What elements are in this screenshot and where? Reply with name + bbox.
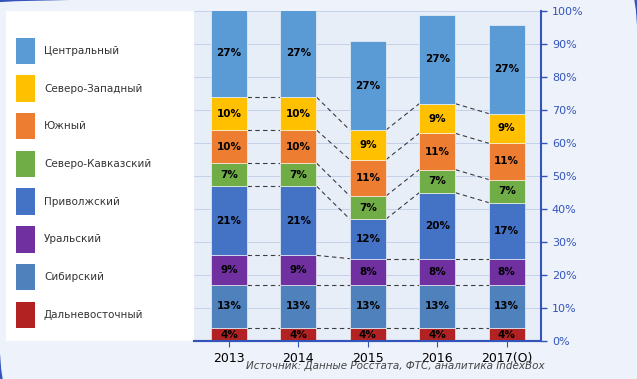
Text: 11%: 11%	[425, 147, 450, 157]
Text: 4%: 4%	[289, 329, 308, 340]
Bar	[350, 160, 386, 196]
Text: 13%: 13%	[355, 301, 380, 312]
Text: Южный: Южный	[44, 121, 87, 131]
Bar	[211, 97, 247, 130]
Bar	[419, 170, 455, 193]
Bar	[489, 143, 525, 180]
Text: Северо-Западный: Северо-Западный	[44, 84, 142, 94]
Text: 13%: 13%	[217, 301, 241, 312]
FancyBboxPatch shape	[16, 113, 34, 139]
Bar	[350, 328, 386, 341]
Text: Северо-Кавказский: Северо-Кавказский	[44, 159, 151, 169]
Bar	[350, 196, 386, 219]
Text: 11%: 11%	[355, 173, 380, 183]
Text: 9%: 9%	[429, 114, 446, 124]
Text: 9%: 9%	[290, 265, 307, 275]
Bar	[419, 285, 455, 328]
Text: 27%: 27%	[217, 48, 241, 58]
Bar	[350, 258, 386, 285]
Bar	[280, 186, 317, 255]
Text: 8%: 8%	[359, 267, 376, 277]
FancyBboxPatch shape	[16, 264, 34, 290]
Text: 9%: 9%	[220, 265, 238, 275]
Bar	[489, 114, 525, 143]
Text: 13%: 13%	[286, 301, 311, 312]
Text: 12%: 12%	[355, 234, 380, 244]
Text: 13%: 13%	[425, 301, 450, 312]
Bar	[419, 15, 455, 104]
Bar	[211, 186, 247, 255]
Text: 21%: 21%	[286, 216, 311, 226]
Text: Источник: Данные Росстата, ФТС, аналитика IndexBox: Источник: Данные Росстата, ФТС, аналитик…	[246, 362, 544, 371]
Text: 11%: 11%	[494, 157, 519, 166]
Text: 21%: 21%	[217, 216, 241, 226]
Bar	[211, 163, 247, 186]
Bar	[419, 328, 455, 341]
Text: 20%: 20%	[425, 221, 450, 231]
Bar	[350, 130, 386, 160]
Text: 7%: 7%	[289, 169, 308, 180]
Text: 27%: 27%	[494, 64, 519, 74]
Text: 10%: 10%	[286, 109, 311, 119]
Bar	[350, 285, 386, 328]
Text: Дальневосточный: Дальневосточный	[44, 310, 143, 320]
Bar	[419, 193, 455, 258]
Bar	[489, 328, 525, 341]
Text: 7%: 7%	[497, 186, 516, 196]
Bar	[280, 328, 317, 341]
Text: 7%: 7%	[220, 169, 238, 180]
Bar	[489, 285, 525, 328]
Bar	[211, 130, 247, 163]
Bar	[280, 163, 317, 186]
Text: 17%: 17%	[494, 226, 519, 236]
Text: 4%: 4%	[497, 329, 516, 340]
Bar	[211, 255, 247, 285]
Bar	[211, 8, 247, 97]
Bar	[280, 8, 317, 97]
Text: 4%: 4%	[428, 329, 447, 340]
FancyBboxPatch shape	[16, 188, 34, 215]
Bar	[280, 255, 317, 285]
Text: 10%: 10%	[217, 109, 241, 119]
FancyBboxPatch shape	[16, 151, 34, 177]
Text: Приволжский: Приволжский	[44, 197, 120, 207]
Bar	[280, 97, 317, 130]
Bar	[489, 258, 525, 285]
Text: 4%: 4%	[220, 329, 238, 340]
Text: 8%: 8%	[429, 267, 446, 277]
Bar	[211, 285, 247, 328]
Bar	[419, 104, 455, 133]
Text: 10%: 10%	[286, 142, 311, 152]
FancyBboxPatch shape	[16, 75, 34, 102]
Text: Уральский: Уральский	[44, 234, 102, 244]
FancyBboxPatch shape	[16, 302, 34, 328]
FancyBboxPatch shape	[16, 38, 34, 64]
Text: 27%: 27%	[355, 81, 380, 91]
Bar	[211, 328, 247, 341]
Text: 9%: 9%	[498, 124, 515, 133]
Text: 27%: 27%	[286, 48, 311, 58]
Text: Сибирский: Сибирский	[44, 272, 104, 282]
Bar	[350, 41, 386, 130]
Text: Центральный: Центральный	[44, 46, 119, 56]
Text: 8%: 8%	[498, 267, 515, 277]
Text: 7%: 7%	[428, 176, 447, 186]
Bar	[489, 180, 525, 203]
Bar	[489, 203, 525, 258]
Text: 9%: 9%	[359, 140, 376, 150]
Text: 13%: 13%	[494, 301, 519, 312]
Bar	[489, 25, 525, 114]
Bar	[419, 133, 455, 170]
Bar	[419, 258, 455, 285]
Text: 10%: 10%	[217, 142, 241, 152]
Text: 7%: 7%	[359, 202, 377, 213]
Text: 4%: 4%	[359, 329, 377, 340]
Text: 27%: 27%	[425, 54, 450, 64]
Bar	[280, 130, 317, 163]
Bar	[280, 285, 317, 328]
FancyBboxPatch shape	[16, 226, 34, 252]
Bar	[350, 219, 386, 258]
